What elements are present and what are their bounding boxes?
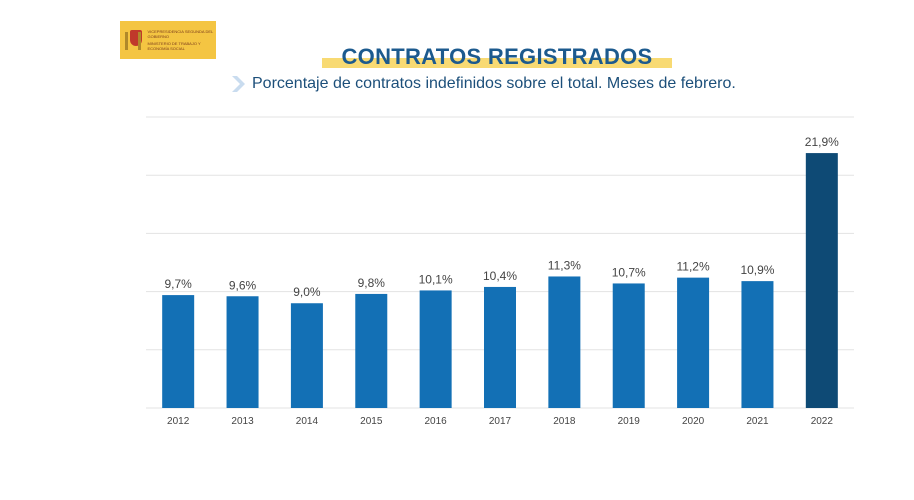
- bar-2017: [484, 286, 516, 408]
- data-label-2022: 21,9%: [805, 135, 839, 149]
- data-label-2014: 9,0%: [293, 285, 321, 299]
- x-tick-label-2016: 2016: [425, 416, 448, 427]
- x-tick-label-2022: 2022: [811, 416, 834, 427]
- bar-2014: [290, 303, 323, 408]
- coat-of-arms-icon: [125, 26, 142, 54]
- x-tick-label-2020: 2020: [682, 416, 705, 427]
- data-label-2020: 11,2%: [677, 260, 710, 274]
- bar-2021: [741, 281, 774, 408]
- subtitle: Porcentaje de contratos indefinidos sobr…: [252, 75, 736, 92]
- bar-2022: [805, 153, 838, 408]
- x-tick-label-2021: 2021: [746, 416, 769, 427]
- x-tick-label-2019: 2019: [618, 416, 641, 427]
- data-label-2016: 10,1%: [419, 272, 453, 286]
- x-tick-label-2014: 2014: [296, 416, 319, 427]
- bar-2020: [677, 277, 710, 408]
- data-label-2018: 11,3%: [548, 258, 581, 272]
- bar-2015: [355, 293, 388, 408]
- bar-2012: [162, 295, 195, 408]
- x-tick-label-2015: 2015: [360, 416, 383, 427]
- x-tick-label-2012: 2012: [167, 416, 190, 427]
- x-tick-label-2013: 2013: [231, 416, 254, 427]
- government-logo: Vicepresidencia Segunda del Gobierno Min…: [120, 21, 216, 59]
- bar-2013: [226, 296, 259, 408]
- title-block: CONTRATOS REGISTRADOS: [322, 44, 672, 70]
- bar-2018: [548, 276, 581, 408]
- x-tick-label-2018: 2018: [553, 416, 576, 427]
- bar-2019: [612, 283, 645, 408]
- logo-line-1: Vicepresidencia Segunda del Gobierno: [147, 29, 214, 39]
- logo-text: Vicepresidencia Segunda del Gobierno Min…: [147, 29, 216, 51]
- data-label-2021: 10,9%: [740, 263, 774, 277]
- data-label-2013: 9,6%: [229, 278, 257, 292]
- title-highlight: [322, 58, 672, 68]
- data-label-2017: 10,4%: [483, 269, 517, 283]
- x-tick-label-2017: 2017: [489, 416, 512, 427]
- page-title: CONTRATOS REGISTRADOS: [341, 44, 653, 69]
- chevron-right-icon: [232, 76, 245, 92]
- data-label-2019: 10,7%: [612, 265, 646, 279]
- logo-line-2: Ministerio de Trabajo y Economía Social: [147, 41, 201, 51]
- bar-2016: [419, 290, 452, 408]
- data-label-2012: 9,7%: [165, 277, 193, 291]
- data-label-2015: 9,8%: [358, 276, 386, 290]
